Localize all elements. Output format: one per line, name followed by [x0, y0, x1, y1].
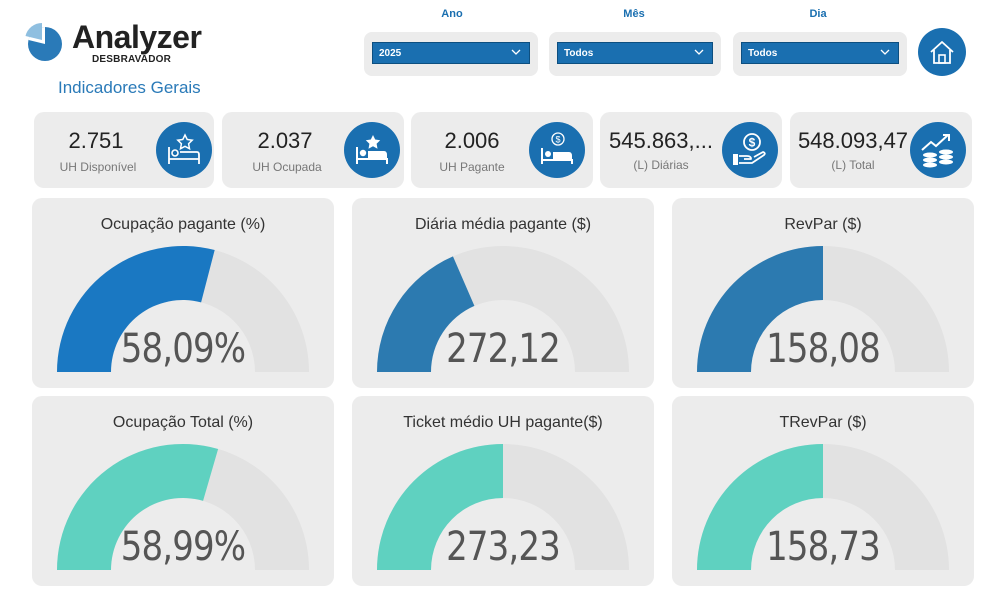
hand-money-icon: $	[722, 122, 778, 178]
kpi-label: UH Pagante	[439, 160, 505, 174]
home-button[interactable]	[918, 28, 966, 76]
gauge-value: 58,99%	[120, 524, 246, 570]
chevron-down-icon	[880, 49, 890, 55]
ano-select-value: 2025	[379, 48, 402, 59]
gauge-value: 58,09%	[120, 326, 246, 372]
mes-select[interactable]: Todos	[557, 42, 713, 64]
bed-star-filled-icon	[344, 122, 400, 178]
gauge-arc	[57, 444, 309, 570]
gauge-ocupacao-pagante: Ocupação pagante (%) 58,09%	[32, 198, 334, 388]
gauge-fill	[57, 245, 215, 372]
dia-select[interactable]: Todos	[741, 42, 899, 64]
bed-dollar-icon: $	[529, 122, 585, 178]
gauge-value: 158,73	[766, 524, 881, 570]
gauge-diaria-media-pagante: Diária média pagante ($) 272,12	[352, 198, 654, 388]
page-title: Indicadores Gerais	[58, 78, 201, 97]
kpi-value: 548.093,47	[797, 128, 909, 153]
gauge-arc	[697, 444, 949, 570]
gauge-fill	[57, 444, 219, 570]
gauge-title: Ocupação pagante (%)	[100, 216, 266, 233]
gauge-title: TRevPar ($)	[779, 414, 867, 431]
home-icon	[930, 41, 954, 64]
coins-growth-icon	[910, 122, 966, 178]
gauge-fill	[697, 246, 823, 372]
logo-subtitle: DESBRAVADOR	[92, 54, 172, 65]
chevron-down-icon	[511, 49, 521, 55]
kpi-value: 2.037	[257, 128, 313, 153]
filter-label-ano: Ano	[441, 8, 463, 20]
gauge-arc	[377, 246, 629, 372]
filter-label-mes: Mês	[623, 8, 645, 20]
gauge-fill	[697, 444, 823, 570]
gauge-title: Diária média pagante ($)	[414, 216, 592, 233]
kpi-label: UH Disponível	[59, 160, 137, 174]
kpi-label: (L) Diárias	[633, 158, 689, 172]
kpi-label: (L) Total	[831, 158, 875, 172]
gauge-title: Ticket médio UH pagante($)	[403, 414, 603, 431]
gauge-revpar: RevPar ($) 158,08	[672, 198, 974, 388]
gauge-value: 272,12	[446, 326, 561, 372]
mes-select-value: Todos	[564, 48, 594, 59]
kpi-card-uh-ocupada: 2.037 UH Ocupada	[222, 112, 404, 188]
kpi-card-uh-disponivel: 2.751 UH Disponível	[34, 112, 214, 188]
kpi-label: UH Ocupada	[252, 160, 322, 174]
kpi-card-total: 548.093,47 (L) Total	[790, 112, 972, 188]
svg-text:$: $	[555, 135, 560, 145]
chevron-down-icon	[694, 49, 704, 55]
ano-select[interactable]: 2025	[372, 42, 530, 64]
analyzer-logo-icon	[24, 22, 66, 64]
gauge-arc	[697, 246, 949, 372]
gauge-value: 158,08	[766, 326, 881, 372]
svg-text:$: $	[749, 136, 756, 150]
gauge-title: RevPar ($)	[784, 216, 862, 233]
dia-select-value: Todos	[748, 48, 778, 59]
bed-star-outline-icon	[156, 122, 212, 178]
kpi-card-uh-pagante: 2.006 UH Pagante $	[411, 112, 593, 188]
logo-title: Analyzer	[72, 19, 202, 55]
kpi-value: 2.751	[68, 128, 124, 153]
filter-label-dia: Dia	[809, 8, 827, 20]
kpi-card-diarias: 545.863,... (L) Diárias $	[600, 112, 782, 188]
gauge-fill	[377, 256, 475, 372]
kpi-value: 2.006	[444, 128, 500, 153]
gauge-arc	[57, 245, 309, 372]
gauge-title: Ocupação Total (%)	[112, 414, 254, 431]
filter-ano: 2025	[364, 32, 538, 76]
gauge-fill	[377, 444, 503, 570]
gauge-ocupacao-total: Ocupação Total (%) 58,99%	[32, 396, 334, 586]
gauge-value: 273,23	[446, 524, 561, 570]
kpi-value: 545.863,...	[609, 128, 713, 153]
gauge-ticket-medio: Ticket médio UH pagante($) 273,23	[352, 396, 654, 586]
filter-dia: Todos	[733, 32, 907, 76]
filter-mes: Todos	[549, 32, 721, 76]
gauge-arc	[377, 444, 629, 570]
gauge-trevpar: TRevPar ($) 158,73	[672, 396, 974, 586]
